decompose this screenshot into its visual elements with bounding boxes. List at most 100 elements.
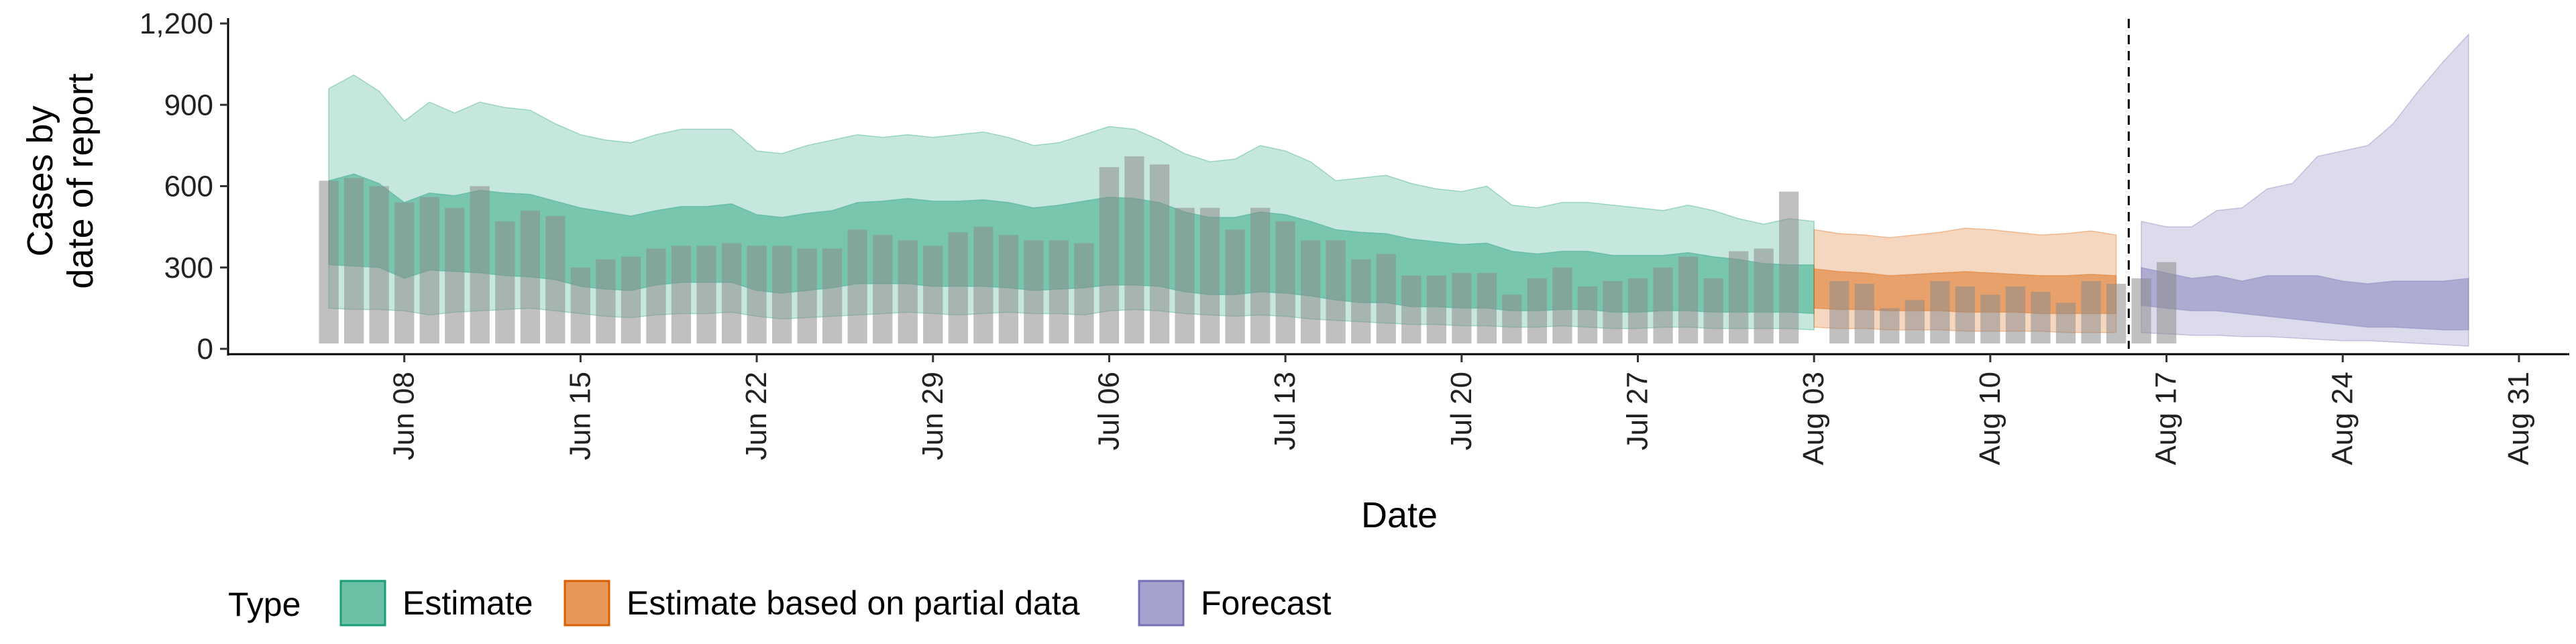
case-bar: [419, 197, 439, 343]
case-bar: [998, 235, 1018, 344]
y-tick-label: 900: [164, 89, 213, 121]
case-bar: [898, 240, 918, 343]
y-axis-title-line-1: Cases by: [20, 105, 60, 256]
case-bar: [1577, 286, 1598, 343]
legend-label-2: Forecast: [1201, 584, 1332, 622]
ribbon-inner-2: [2141, 266, 2469, 331]
case-bar: [1653, 267, 1673, 344]
legend: Type Estimate Estimate based on partial d…: [228, 580, 1332, 627]
y-axis-title-line-2: date of report: [60, 73, 101, 288]
case-bar: [1401, 275, 1421, 343]
case-bar: [470, 186, 490, 343]
case-bar: [369, 186, 389, 343]
case-bar: [822, 248, 843, 343]
x-tick-label: Jul 27: [1621, 372, 1654, 450]
case-bar: [2156, 262, 2177, 343]
case-bar: [973, 227, 994, 343]
case-bar: [923, 246, 943, 343]
y-tick-label: 0: [197, 333, 213, 366]
case-bar: [1024, 240, 1044, 343]
case-bar: [1678, 256, 1699, 343]
case-bar: [1199, 207, 1220, 343]
case-bar: [495, 221, 515, 343]
y-axis: 0 300 600 900 1,200: [140, 7, 229, 366]
case-bar: [545, 216, 566, 343]
case-bar: [1703, 278, 1723, 343]
case-bar: [1955, 286, 1975, 343]
plot-area: [319, 19, 2469, 349]
case-bar: [721, 243, 742, 343]
case-bar: [1099, 167, 1120, 343]
x-tick-label: Jun 22: [740, 372, 773, 460]
legend-label-1: Estimate based on partial data: [627, 584, 1080, 622]
case-bar: [1904, 300, 1925, 344]
x-axis: Jun 08 Jun 15 Jun 22 Jun 29 Jul 06 Jul 13 Jul …: [228, 353, 2569, 465]
case-bar: [1175, 207, 1195, 343]
case-bar: [1275, 221, 1295, 343]
x-tick-label: Jul 13: [1269, 372, 1301, 450]
case-bar: [344, 178, 364, 343]
case-bar: [570, 267, 590, 344]
case-bar: [1930, 281, 1950, 343]
case-bar: [1980, 294, 2000, 343]
case-bar: [621, 256, 641, 343]
legend-label-0: Estimate: [402, 584, 533, 622]
case-bar: [445, 207, 465, 343]
case-bar: [1351, 259, 1371, 343]
case-bar: [1729, 251, 1749, 343]
legend-key-0: [339, 580, 386, 627]
case-bar: [1301, 240, 1321, 343]
case-bar: [1426, 275, 1446, 343]
y-tick-label: 300: [164, 252, 213, 284]
case-bar: [1627, 278, 1648, 343]
case-bar: [2005, 286, 2026, 343]
case-bar: [1502, 294, 1522, 343]
case-bar: [1124, 156, 1144, 343]
case-bar: [1452, 272, 1472, 343]
case-bar: [873, 235, 893, 344]
case-bar: [1376, 254, 1396, 343]
case-bar: [1603, 281, 1623, 343]
case-bar: [1880, 308, 1900, 343]
x-tick-label: Jun 29: [916, 372, 949, 460]
case-bar: [1326, 240, 1346, 343]
legend-title: Type: [228, 586, 301, 623]
case-bar: [772, 246, 792, 343]
case-bar: [1477, 272, 1497, 343]
x-tick-label: Aug 10: [1974, 372, 2006, 465]
case-bar: [948, 232, 968, 343]
case-bar: [2055, 303, 2076, 343]
ribbon-outer-2: [2141, 33, 2469, 347]
legend-key-2: [1138, 580, 1185, 627]
x-tick-label: Aug 31: [2502, 372, 2535, 465]
case-bar: [847, 229, 867, 343]
case-bar: [747, 246, 767, 343]
case-bar: [1854, 284, 1874, 343]
x-tick-label: Aug 17: [2150, 372, 2183, 465]
case-bar: [596, 259, 616, 343]
case-bar: [646, 248, 666, 343]
case-bar: [2031, 292, 2051, 343]
case-bar: [319, 180, 339, 343]
case-bar: [1779, 191, 1799, 343]
x-axis-title: Date: [1361, 495, 1438, 535]
case-bar: [2106, 284, 2127, 343]
legend-key-1: [564, 580, 610, 627]
case-bar: [1754, 248, 1774, 343]
x-tick-label: Aug 03: [1797, 372, 1830, 465]
case-bar: [1049, 240, 1069, 343]
x-tick-label: Jul 20: [1445, 372, 1478, 450]
x-tick-label: Jun 15: [564, 372, 596, 460]
case-bar: [671, 246, 692, 343]
case-bar: [2131, 278, 2151, 343]
x-tick-label: Jun 08: [388, 372, 421, 460]
case-bar: [394, 202, 415, 344]
case-bar: [1552, 267, 1572, 344]
case-bar: [1250, 207, 1271, 343]
case-bar: [1149, 164, 1170, 343]
case-bar: [1074, 243, 1094, 343]
y-tick-label: 600: [164, 170, 213, 203]
case-bar: [696, 246, 716, 343]
case-bar: [2081, 281, 2101, 343]
